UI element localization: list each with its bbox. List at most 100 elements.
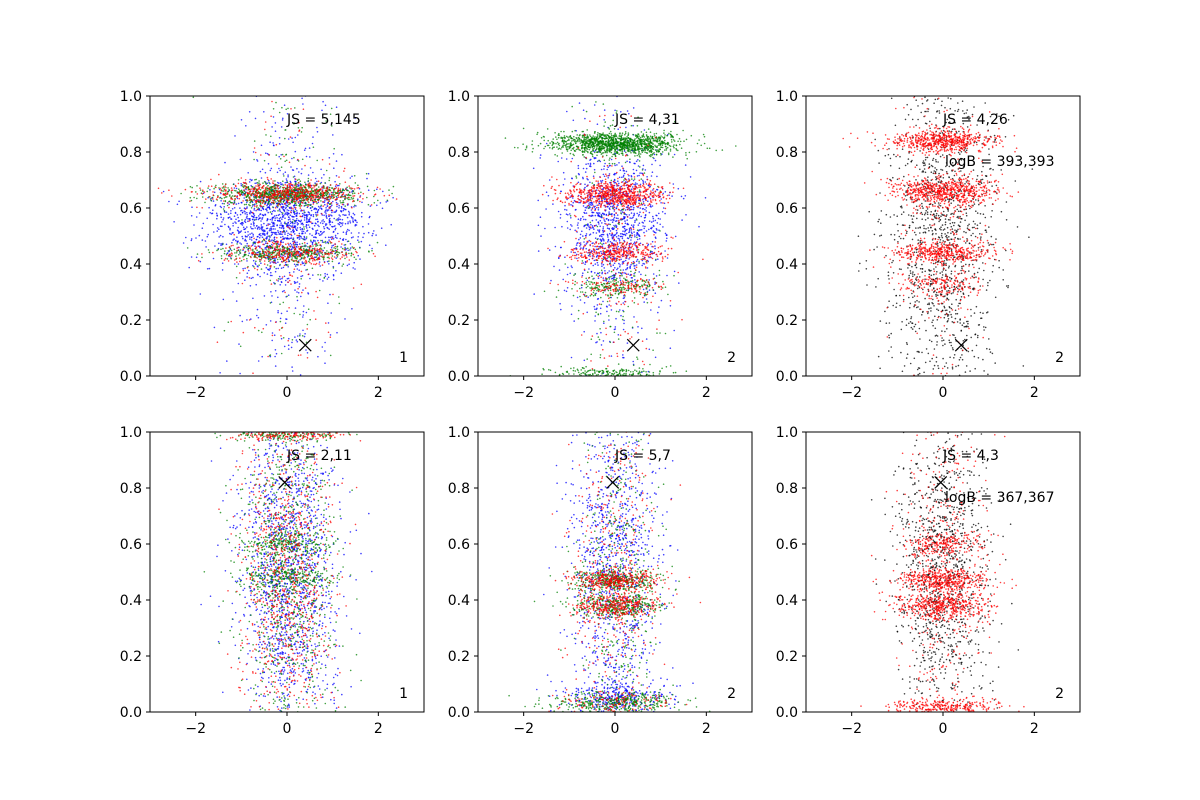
scatter-point — [334, 228, 337, 231]
scatter-point — [298, 212, 301, 215]
scatter-point — [306, 328, 309, 330]
scatter-point — [294, 194, 297, 196]
scatter-point — [308, 226, 311, 228]
scatter-point — [309, 167, 312, 169]
scatter-point — [295, 260, 298, 262]
scatter-point — [340, 202, 342, 204]
scatter-point — [609, 240, 612, 243]
scatter-point — [577, 218, 580, 220]
scatter-point — [289, 211, 292, 213]
scatter-point — [583, 218, 585, 221]
scatter-point — [215, 184, 217, 187]
scatter-point — [231, 241, 233, 244]
scatter-point — [331, 250, 333, 253]
scatter-point — [311, 243, 314, 245]
scatter-point — [339, 218, 342, 221]
scatter-point — [609, 260, 611, 262]
scatter-point — [161, 192, 163, 194]
scatter-point — [261, 168, 264, 171]
scatter-point — [254, 187, 256, 189]
scatter-point — [622, 230, 624, 232]
scatter-point — [577, 164, 580, 167]
scatter-point — [207, 233, 209, 236]
scatter-point — [582, 246, 585, 249]
scatter-point — [336, 246, 338, 248]
scatter-point — [282, 238, 285, 240]
scatter-point — [338, 223, 341, 226]
scatter-point — [673, 329, 675, 332]
scatter-point — [617, 267, 619, 270]
scatter-point — [294, 228, 297, 230]
scatter-point — [263, 195, 265, 197]
scatter-point — [353, 188, 356, 190]
scatter-point — [259, 189, 262, 191]
scatter-point — [310, 263, 313, 265]
scatter-point — [367, 189, 370, 191]
scatter-point — [282, 117, 284, 120]
scatter-point — [234, 135, 236, 137]
scatter-point — [334, 234, 337, 237]
scatter-point — [267, 258, 270, 260]
scatter-point — [286, 200, 289, 202]
scatter-point — [661, 211, 664, 213]
scatter-point — [589, 233, 592, 235]
scatter-point — [182, 242, 185, 244]
scatter-point — [188, 266, 190, 269]
scatter-point — [272, 231, 275, 234]
scatter-point — [286, 248, 289, 251]
scatter-point — [324, 209, 327, 212]
scatter-point — [588, 239, 590, 242]
scatter-point — [307, 180, 310, 182]
scatter-point — [297, 185, 299, 187]
scatter-point — [207, 185, 210, 187]
scatter-point — [585, 167, 588, 170]
scatter-point — [326, 256, 329, 259]
scatter-point — [589, 204, 592, 206]
scatter-point — [230, 233, 232, 236]
scatter-point — [310, 240, 312, 243]
scatter-point — [321, 264, 324, 266]
scatter-point — [337, 187, 340, 190]
y-tick-label: 0.6 — [120, 201, 142, 217]
scatter-point — [325, 216, 328, 218]
scatter-point — [311, 142, 314, 145]
scatter-point — [324, 211, 326, 213]
scatter-point — [270, 228, 273, 230]
scatter-point — [265, 242, 267, 245]
scatter-point — [584, 263, 586, 266]
scatter-point — [630, 239, 632, 241]
scatter-point — [320, 168, 322, 171]
scatter-point — [258, 236, 261, 239]
scatter-point — [223, 206, 225, 208]
scatter-point — [254, 248, 257, 250]
scatter-point — [199, 260, 202, 263]
scatter-point — [252, 203, 254, 206]
scatter-point — [219, 197, 221, 199]
scatter-point — [314, 243, 316, 246]
scatter-point — [637, 215, 640, 217]
scatter-point — [250, 245, 253, 247]
scatter-point — [237, 179, 240, 181]
scatter-point — [275, 101, 277, 104]
scatter-point — [219, 234, 222, 237]
scatter-point — [239, 260, 241, 263]
scatter-point — [301, 291, 303, 294]
scatter-point — [289, 187, 291, 189]
scatter-point — [267, 187, 270, 190]
scatter-point — [284, 184, 287, 186]
scatter-point — [280, 281, 283, 284]
scatter-point — [285, 108, 288, 111]
scatter-point — [307, 220, 310, 222]
scatter-point — [630, 188, 633, 190]
scatter-point — [359, 258, 361, 260]
scatter-point — [302, 189, 305, 192]
scatter-point — [651, 226, 653, 229]
scatter-point — [234, 252, 236, 254]
scatter-point — [185, 236, 187, 239]
scatter-point — [219, 225, 222, 227]
scatter-point — [323, 201, 326, 204]
scatter-point — [239, 252, 242, 254]
scatter-point — [270, 185, 273, 188]
scatter-point — [247, 172, 249, 174]
scatter-point — [267, 179, 270, 182]
